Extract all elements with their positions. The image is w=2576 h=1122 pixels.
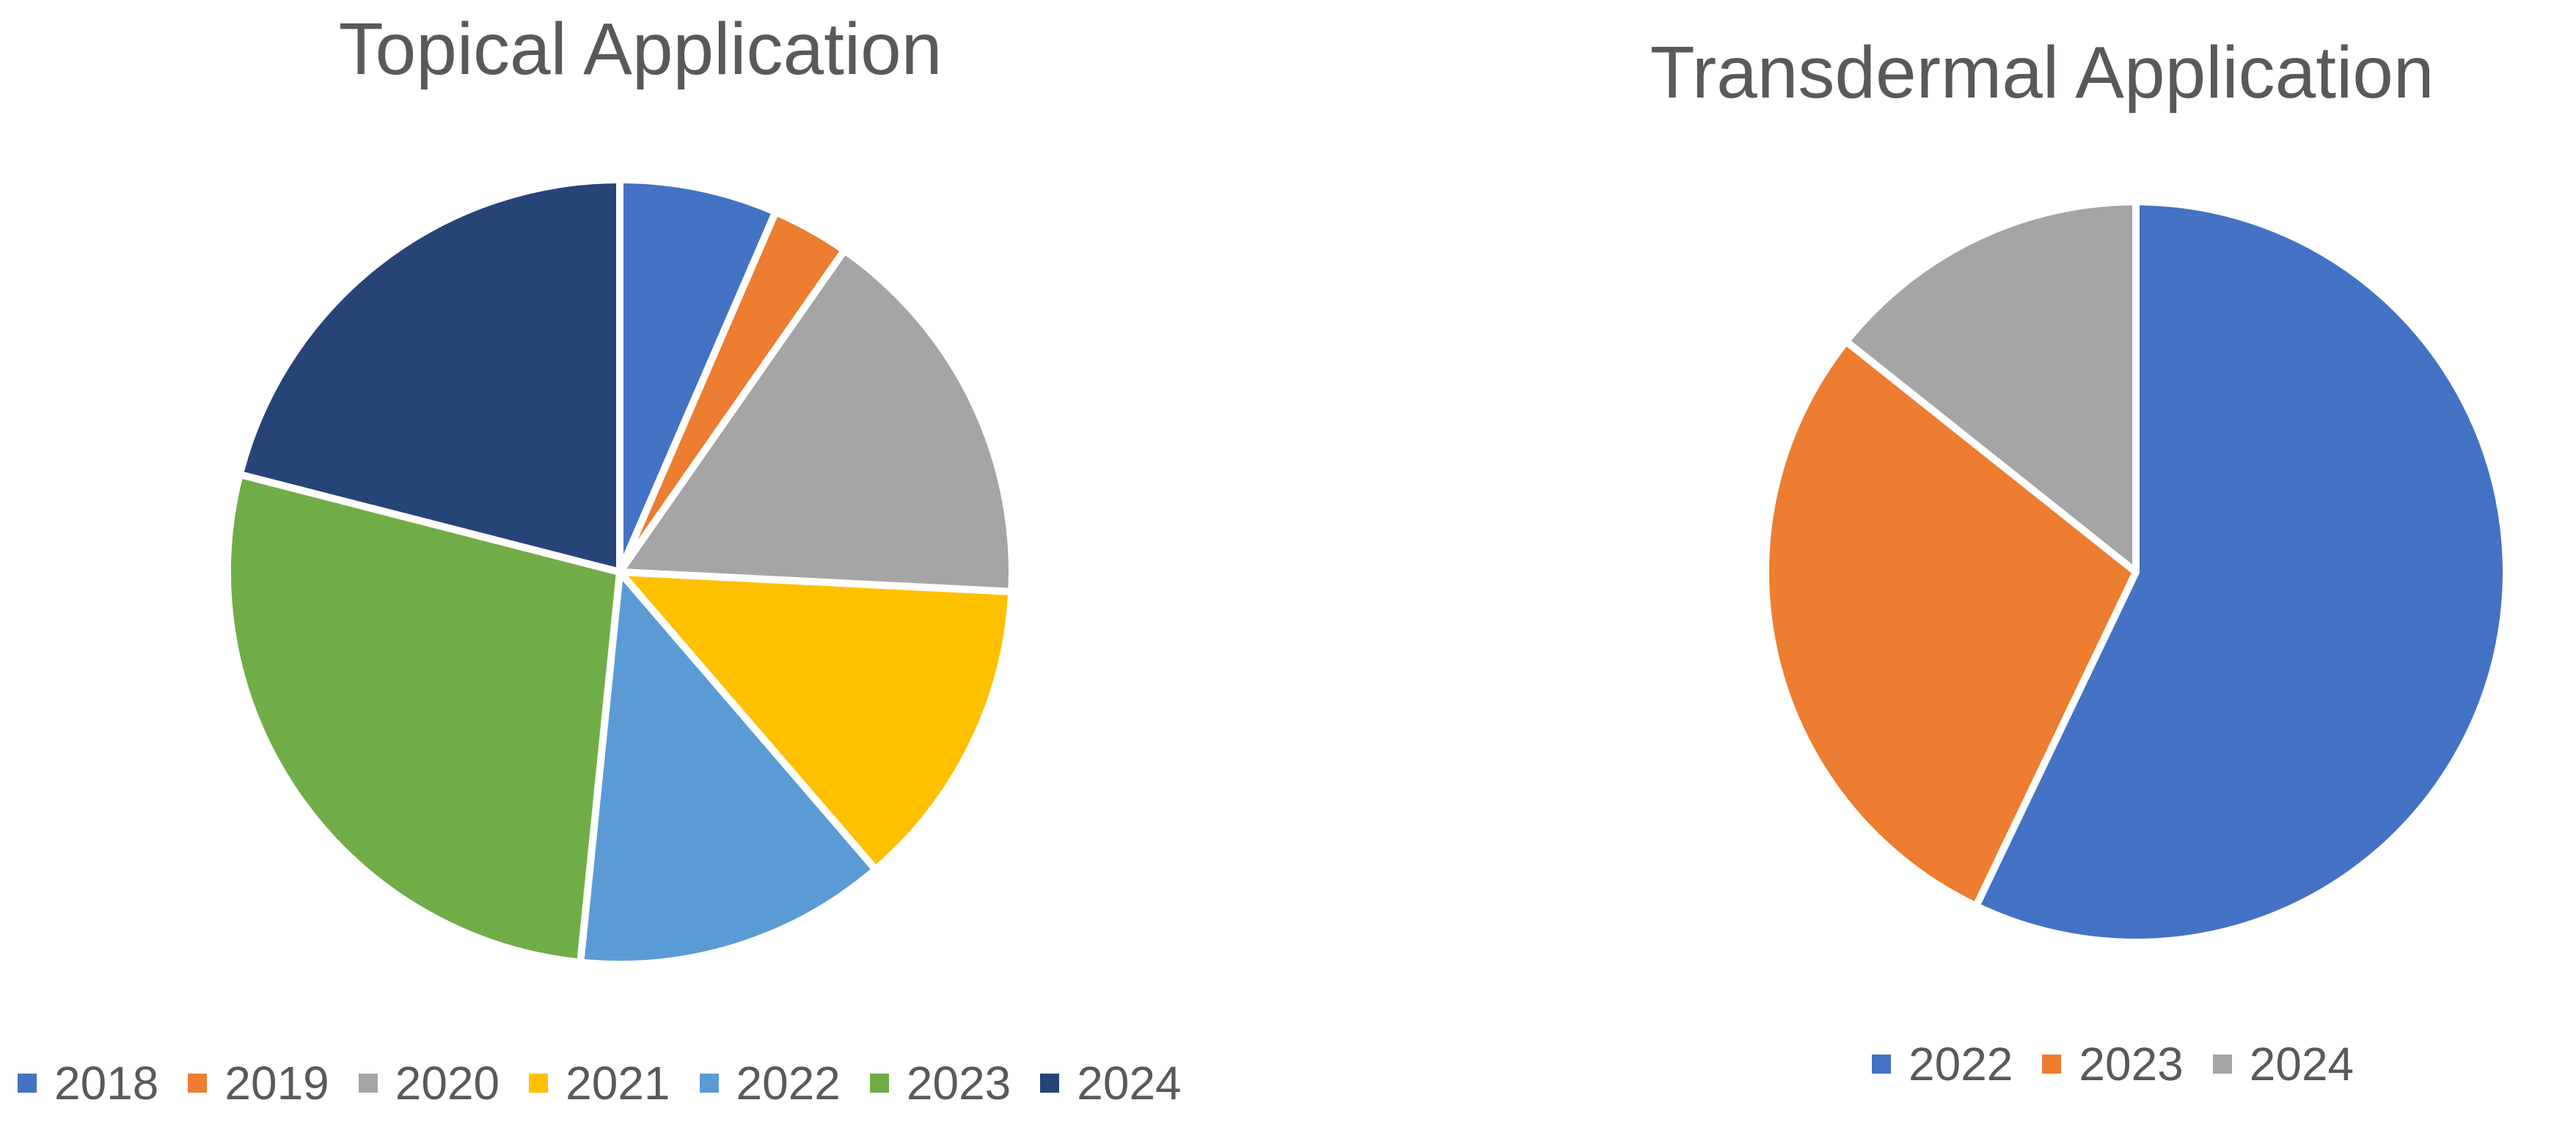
topical-pie: [224, 176, 1016, 968]
pie-slice-2020: [616, 246, 1016, 595]
pie-slice-2022: [577, 568, 879, 968]
legend-item-2024: 2024: [2212, 1037, 2354, 1091]
legend-label: 2024: [2249, 1038, 2354, 1090]
transdermal-pie: [1762, 198, 2510, 946]
pie-slice-2023: [224, 470, 623, 967]
pie-slice-2023: [1762, 337, 2140, 910]
legend-item-2022: 2022: [699, 1056, 841, 1110]
legend-swatch: [18, 1074, 37, 1093]
legend-label: 2024: [1077, 1057, 1182, 1110]
legend-swatch: [2042, 1055, 2062, 1074]
legend-label: 2020: [395, 1057, 500, 1110]
legend-label: 2023: [906, 1057, 1011, 1110]
legend-item-2022: 2022: [1872, 1037, 2013, 1091]
chart-title: Transdermal Application: [1650, 32, 2434, 114]
legend-item-2020: 2020: [358, 1056, 500, 1110]
legend-label: 2019: [224, 1057, 329, 1110]
legend-item-2024: 2024: [1040, 1056, 1182, 1110]
legend-item-2018: 2018: [18, 1056, 158, 1110]
transdermal-chart: Transdermal Application 2022 2023 2024: [1288, 0, 2576, 1122]
legend: 2022 2023 2024: [1872, 1037, 2383, 1091]
legend-item-2023: 2023: [869, 1056, 1011, 1110]
legend-swatch: [1872, 1055, 1891, 1074]
pie-slice-2022: [1972, 198, 2510, 946]
legend-label: 2022: [1909, 1038, 2013, 1090]
legend-label: 2022: [736, 1057, 841, 1110]
legend-label: 2021: [566, 1057, 670, 1110]
legend-item-2023: 2023: [2042, 1037, 2184, 1091]
legend-swatch: [529, 1074, 549, 1093]
legend-item-2019: 2019: [188, 1056, 329, 1110]
legend: 2018 2019 2020 2021 2022 2023 2024: [18, 1056, 1211, 1110]
pie-slice-2024: [1842, 198, 2140, 576]
legend-label: 2018: [54, 1057, 159, 1110]
topical-chart: Topical Application 2018 2019 2020 2021 2022…: [18, 8, 1211, 1110]
legend-item-2021: 2021: [529, 1056, 670, 1110]
pie-slice-2021: [616, 568, 1016, 873]
pie-slice-2024: [235, 176, 623, 576]
chart-title: Topical Application: [338, 8, 943, 90]
legend-swatch: [1040, 1074, 1060, 1093]
legend-swatch: [869, 1074, 889, 1093]
legend-swatch: [188, 1074, 208, 1093]
legend-label: 2023: [2079, 1038, 2184, 1090]
legend-swatch: [2212, 1055, 2232, 1074]
legend-swatch: [358, 1074, 378, 1093]
legend-swatch: [699, 1074, 719, 1093]
